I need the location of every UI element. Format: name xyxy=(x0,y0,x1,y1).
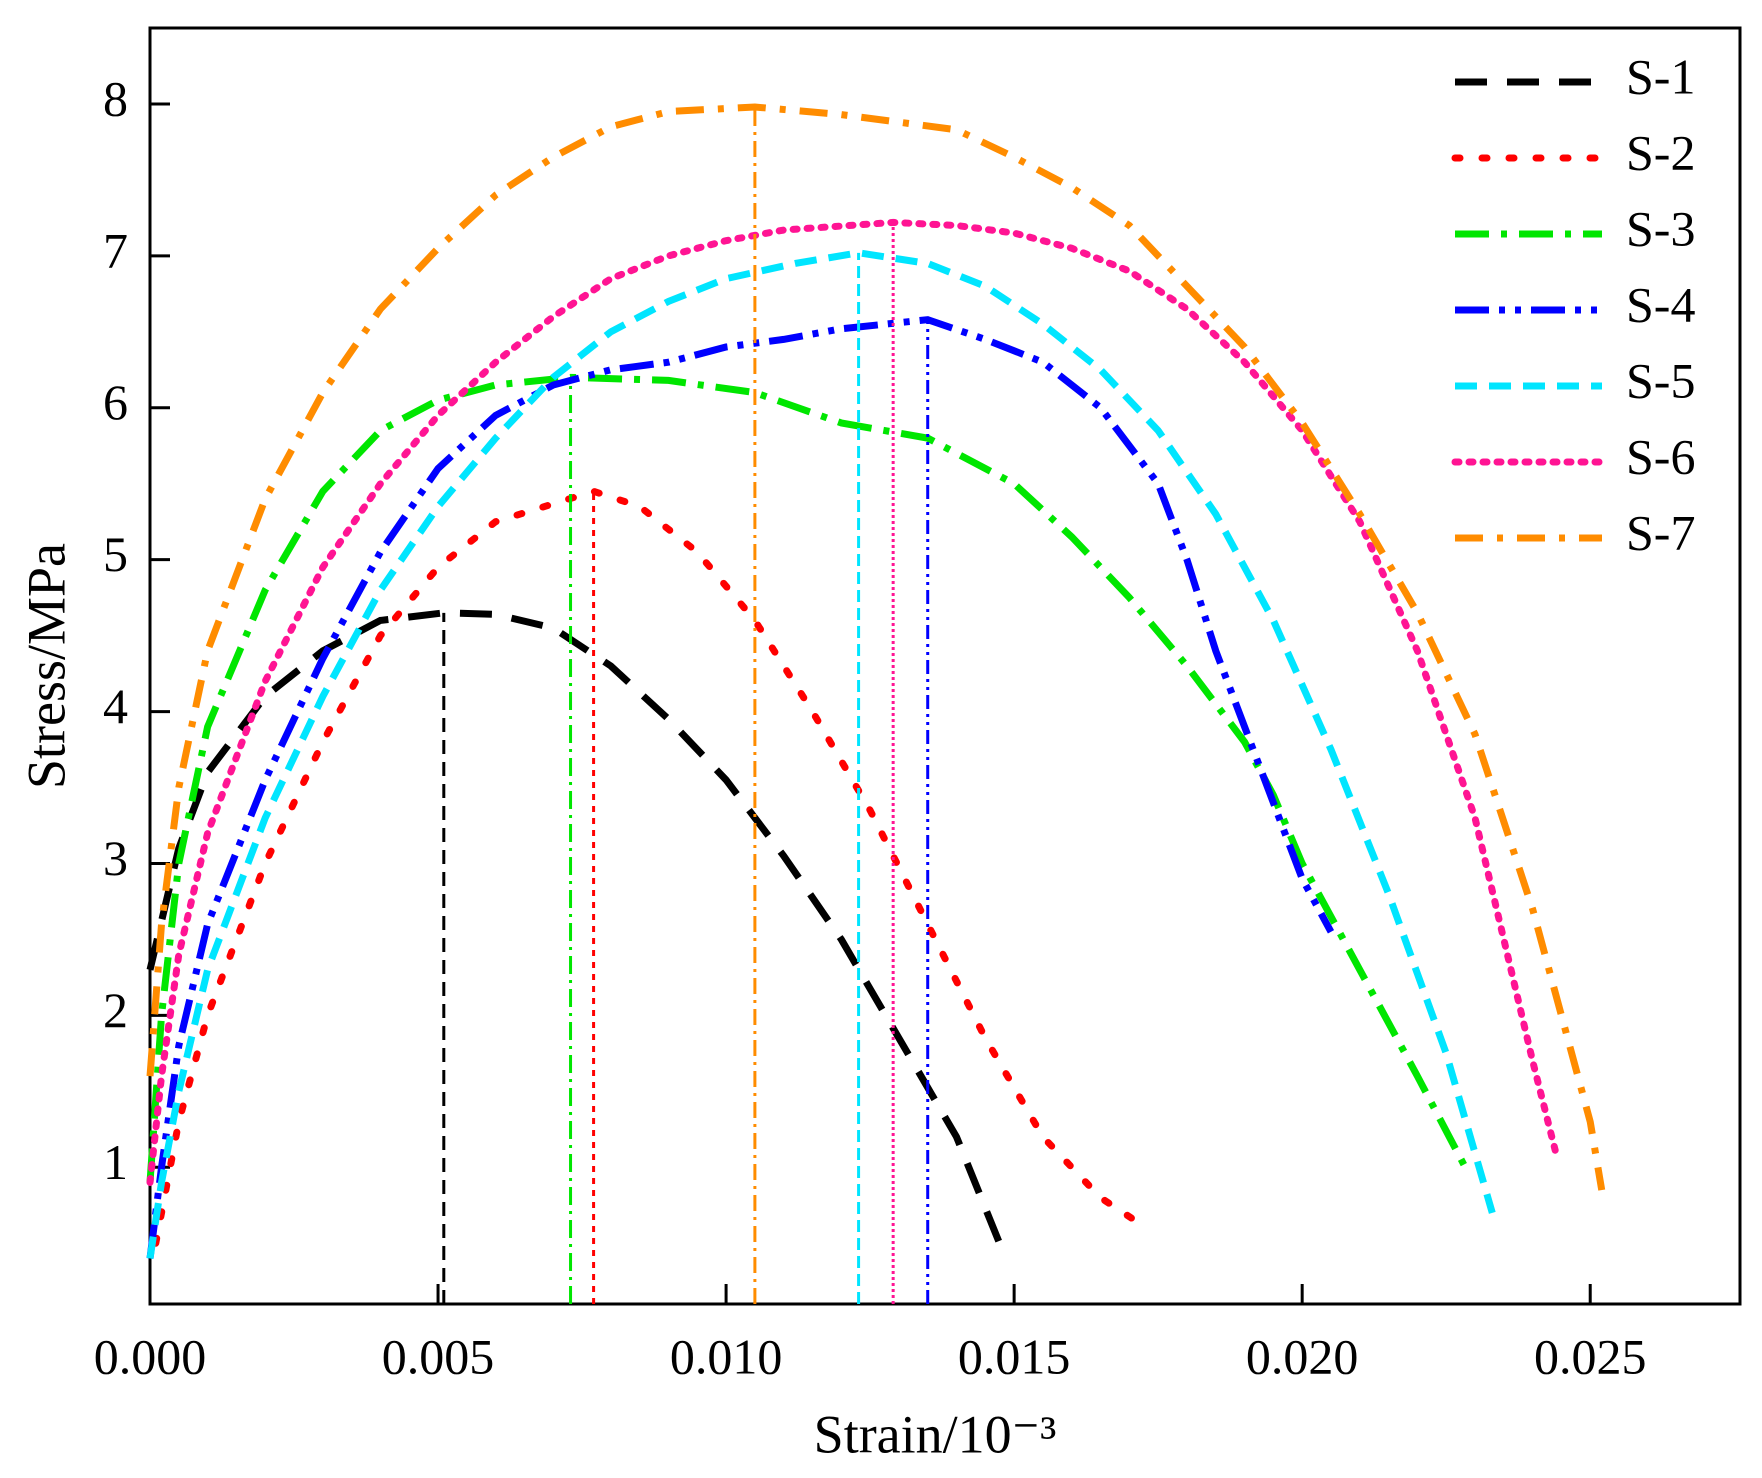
legend-label: S-6 xyxy=(1626,428,1695,484)
legend-label: S-2 xyxy=(1626,124,1695,180)
series-line xyxy=(146,609,1006,1253)
legend-label: S-7 xyxy=(1626,504,1695,560)
y-tick-label: 8 xyxy=(103,70,128,126)
y-tick-label: 4 xyxy=(103,678,128,734)
x-tick-label: 0.005 xyxy=(382,1328,495,1384)
legend-label: S-5 xyxy=(1626,352,1695,408)
x-tick-label: 0.015 xyxy=(958,1328,1071,1384)
legend-label: S-4 xyxy=(1626,276,1695,332)
series-line xyxy=(146,103,1606,1191)
legend-label: S-3 xyxy=(1626,200,1695,256)
plot-frame xyxy=(148,26,1742,1306)
y-tick-label: 6 xyxy=(103,374,128,430)
series-line xyxy=(146,218,1560,1186)
y-tick-label: 3 xyxy=(103,830,128,886)
y-axis-label: Stress/MPa xyxy=(16,543,76,789)
x-tick-label: 0.000 xyxy=(94,1328,207,1384)
legend-label: S-1 xyxy=(1626,48,1695,104)
x-tick-label: 0.020 xyxy=(1246,1328,1359,1384)
series-line xyxy=(146,373,1473,1183)
x-tick-label: 0.025 xyxy=(1534,1328,1647,1384)
x-axis-label: Strain/10⁻³ xyxy=(814,1404,1057,1464)
y-tick-label: 2 xyxy=(103,982,128,1038)
x-tick-label: 0.010 xyxy=(670,1328,783,1384)
y-tick-label: 5 xyxy=(103,526,128,582)
series-line xyxy=(146,249,1496,1259)
y-tick-label: 7 xyxy=(103,222,128,278)
y-tick-label: 1 xyxy=(103,1134,128,1190)
series-line xyxy=(146,316,1335,1259)
